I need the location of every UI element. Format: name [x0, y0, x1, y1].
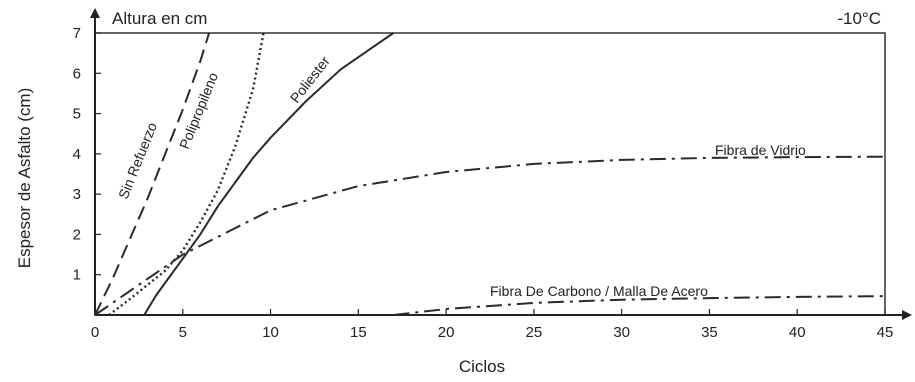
x-axis-title: Ciclos — [459, 357, 505, 376]
y-tick-label: 6 — [73, 65, 81, 82]
y-tick-label: 4 — [73, 146, 81, 163]
y-tick-label: 3 — [73, 186, 81, 203]
x-tick-label: 35 — [701, 324, 718, 341]
x-tick-label: 40 — [789, 324, 806, 341]
x-tick-label: 30 — [613, 324, 630, 341]
y-tick-label: 7 — [73, 25, 81, 42]
series-line-2 — [108, 32, 265, 316]
x-tick-label: 5 — [179, 324, 187, 341]
series-label-4: Fibra de Vidrio — [715, 142, 806, 158]
corner-label-right: -10°C — [837, 9, 881, 28]
y-axis-title: Espesor de Asfalto (cm) — [15, 88, 34, 268]
x-tick-label: 10 — [262, 324, 279, 341]
series-line-3 — [143, 32, 394, 316]
y-tick-label: 5 — [73, 106, 81, 123]
series-group — [94, 32, 886, 316]
y-tick-label: 2 — [73, 226, 81, 243]
corner-label-left: Altura en cm — [112, 9, 207, 28]
x-axis-arrow — [902, 310, 912, 320]
series-label-5: Fibra De Carbono / Malla De Acero — [490, 283, 708, 299]
x-tick-label: 45 — [877, 324, 894, 341]
series-line-1 — [94, 32, 211, 316]
x-tick-label: 15 — [350, 324, 367, 341]
series-label-1: Sin Refuerzo — [115, 120, 160, 201]
series-line-5 — [393, 295, 886, 316]
x-tick-label: 0 — [91, 324, 99, 341]
x-tick-label: 25 — [526, 324, 543, 341]
y-axis-arrow — [90, 8, 100, 18]
series-line-4 — [94, 155, 886, 316]
y-tick-label: 1 — [73, 267, 81, 284]
x-tick-label: 20 — [438, 324, 455, 341]
